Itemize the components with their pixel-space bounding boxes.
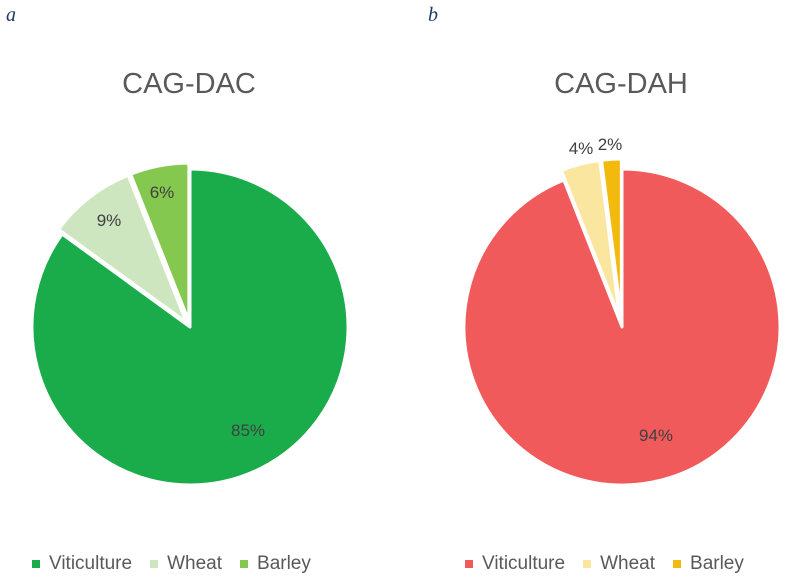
legend-label: Barley [690, 553, 744, 574]
legend-item-barley: Barley [240, 553, 311, 575]
data-label-wheat: 9% [97, 211, 122, 230]
legend-label: Viticulture [49, 553, 133, 574]
legend-item-viticulture: Viticulture [32, 553, 132, 575]
legend-swatch [465, 560, 473, 568]
legend-item-wheat: Wheat [583, 553, 655, 575]
legend-label: Wheat [600, 553, 656, 574]
chart-title-a: CAG-DAC [122, 68, 256, 100]
legend-swatch [673, 560, 682, 568]
pie-slice-viticulture [30, 167, 350, 487]
panel-letter-a: a [6, 4, 16, 26]
legend-item-viticulture: Viticulture [465, 553, 565, 575]
legend-swatch [240, 560, 249, 568]
pie-slice-wheat [56, 173, 188, 324]
panel-letter-b: b [428, 4, 438, 26]
data-label-barley: 6% [150, 183, 175, 202]
legend-label: Barley [257, 553, 311, 574]
legend-swatch [583, 560, 592, 568]
pie-slice-barley [129, 161, 191, 323]
legend-item-barley: Barley [673, 553, 744, 575]
legend-b: Viticulture Wheat Barley [465, 552, 744, 576]
legend-a: Viticulture Wheat Barley [32, 552, 311, 576]
legend-swatch [32, 560, 40, 568]
legend-item-wheat: Wheat [150, 553, 222, 575]
legend-swatch [150, 560, 159, 568]
chart-title-b: CAG-DAH [554, 68, 688, 100]
legend-label: Viticulture [482, 553, 566, 574]
legend-label: Wheat [167, 553, 223, 574]
data-label-viticulture: 85% [231, 421, 265, 440]
